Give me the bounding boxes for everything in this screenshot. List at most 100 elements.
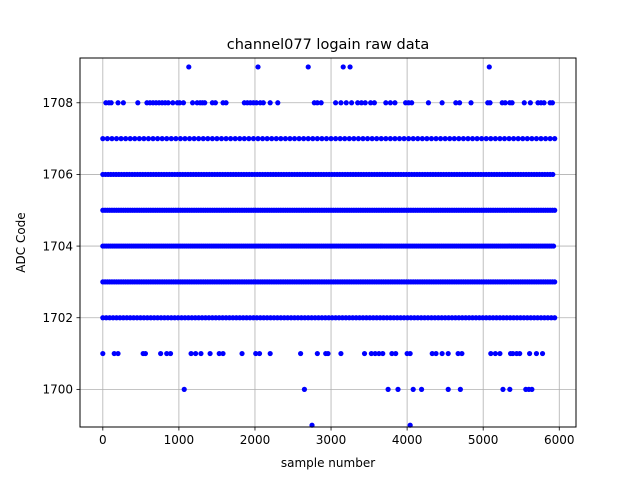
data-point xyxy=(246,136,252,142)
x-axis-ticks: 0 1000 2000 3000 4000 5000 6000 xyxy=(99,427,575,447)
data-point xyxy=(296,136,302,142)
data-point xyxy=(170,100,176,106)
data-point xyxy=(182,136,188,142)
x-tick-label: 3000 xyxy=(316,433,347,447)
data-point xyxy=(541,100,547,106)
data-point xyxy=(368,100,374,106)
data-point xyxy=(189,100,196,106)
data-point xyxy=(135,100,141,106)
data-point xyxy=(507,386,513,392)
y-tick-label: 1704 xyxy=(42,239,73,253)
data-point xyxy=(123,136,129,142)
data-point xyxy=(455,350,461,357)
data-point xyxy=(392,100,398,106)
data-point xyxy=(275,100,281,106)
data-point xyxy=(314,350,320,357)
data-point xyxy=(328,136,334,142)
y-axis-ticks: 1700 1702 1704 1706 1708 xyxy=(42,96,80,397)
data-point xyxy=(385,386,391,392)
data-point xyxy=(511,136,517,142)
chart-title: channel077 logain raw data xyxy=(227,37,429,53)
data-point xyxy=(378,136,384,142)
data-point xyxy=(533,136,540,142)
data-point xyxy=(342,136,348,142)
data-point xyxy=(259,136,266,142)
data-point xyxy=(465,136,471,142)
data-point xyxy=(552,136,558,142)
data-point xyxy=(550,171,556,178)
data-point xyxy=(337,136,343,142)
data-point xyxy=(415,136,421,142)
data-point xyxy=(333,136,339,142)
data-point xyxy=(497,350,503,357)
data-point xyxy=(515,136,521,142)
data-point xyxy=(278,136,284,142)
data-point xyxy=(380,350,386,357)
data-point xyxy=(358,100,365,106)
data-point xyxy=(113,136,120,142)
data-point xyxy=(142,350,149,357)
x-tick-label: 2000 xyxy=(240,433,271,447)
data-point xyxy=(500,386,506,392)
data-point xyxy=(389,350,395,357)
data-point xyxy=(282,136,288,142)
data-point xyxy=(457,386,463,392)
data-point xyxy=(314,100,320,106)
data-point xyxy=(115,100,121,106)
data-point xyxy=(214,136,220,142)
data-point xyxy=(150,136,156,142)
data-point xyxy=(177,136,184,142)
plot-frame xyxy=(79,57,577,428)
data-point xyxy=(347,64,353,70)
data-point xyxy=(158,350,164,357)
data-point xyxy=(492,136,498,142)
data-point xyxy=(372,350,378,357)
data-point xyxy=(205,136,211,142)
data-point xyxy=(239,350,245,357)
data-point xyxy=(167,350,174,357)
data-point xyxy=(298,350,304,357)
data-point xyxy=(108,100,114,106)
data-point xyxy=(273,136,279,142)
data-point xyxy=(159,136,165,142)
data-point xyxy=(410,136,416,142)
data-point xyxy=(433,350,439,357)
data-point xyxy=(497,136,503,142)
data-point xyxy=(100,136,106,142)
data-point xyxy=(387,136,393,142)
data-point xyxy=(439,100,445,106)
data-point xyxy=(409,100,415,106)
data-point xyxy=(209,136,215,142)
data-point xyxy=(343,100,349,106)
data-point xyxy=(255,64,261,70)
data-point xyxy=(520,136,526,142)
data-point xyxy=(173,136,179,142)
data-point xyxy=(200,136,206,142)
data-point xyxy=(333,100,339,106)
data-point xyxy=(202,100,208,106)
data-point xyxy=(253,100,260,106)
data-point xyxy=(207,350,213,357)
data-point xyxy=(155,136,161,142)
data-point xyxy=(488,350,494,357)
data-point xyxy=(509,100,515,106)
data-point xyxy=(442,136,448,142)
data-point xyxy=(459,350,465,357)
data-point xyxy=(250,136,257,142)
data-point xyxy=(429,350,435,357)
data-point xyxy=(132,136,138,142)
data-points xyxy=(100,64,558,428)
data-point xyxy=(456,136,462,142)
data-point xyxy=(428,136,435,142)
x-tick-label: 5000 xyxy=(468,433,499,447)
data-point xyxy=(501,136,508,142)
data-point xyxy=(346,136,352,142)
data-point xyxy=(323,136,330,142)
data-point xyxy=(396,136,403,142)
data-point xyxy=(383,136,389,142)
data-point xyxy=(395,386,401,392)
data-point xyxy=(301,136,307,142)
data-point xyxy=(212,100,219,106)
data-point xyxy=(181,386,187,392)
